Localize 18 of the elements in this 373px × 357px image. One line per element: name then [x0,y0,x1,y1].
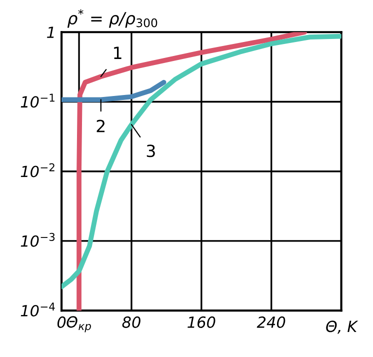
series-label: 1 [114,46,122,59]
x-tick-label: 0 [57,316,66,328]
y-tick-label: 10$^{−1}$ [20,94,54,108]
y-tick-label: 10$^{−3}$ [20,232,55,247]
line-series [76,32,308,311]
y-tick-label: 10$^{−2}$ [20,163,54,178]
x-tick-label: Θ$_{кр}$ [66,316,91,332]
line-series [62,80,166,102]
y-tick-label: 10$^{−4}$ [20,302,55,317]
x-tick-label: 160 [188,316,216,328]
series-label: 2 [96,120,105,132]
y-axis-title: ρ$^{*}$ = ρ/ρ$_{300}$ [67,9,158,28]
x-axis-title: Θ, K [326,320,358,334]
line-series [62,34,342,290]
x-tick-label: 80 [122,316,140,328]
series-label: 3 [146,144,155,158]
y-tick-label: 1 [47,26,54,38]
x-tick-label: 240 [256,316,286,328]
